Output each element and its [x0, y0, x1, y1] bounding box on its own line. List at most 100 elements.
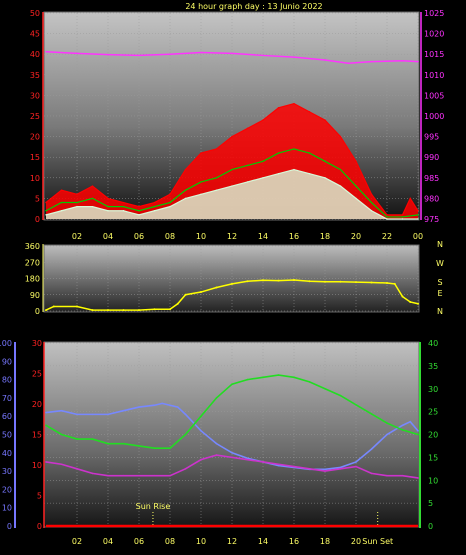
x-tick: 00 — [413, 232, 423, 241]
data-point-temperature — [76, 438, 78, 440]
y-left-tick: 35 — [30, 71, 40, 80]
x-tick: 16 — [289, 537, 299, 546]
data-point-avg-speed — [122, 205, 125, 208]
data-point-direction — [107, 309, 109, 312]
x-tick: 08 — [165, 232, 175, 241]
y-outer-tick: 10 — [2, 504, 12, 513]
data-point-humidity — [215, 442, 218, 445]
data-point-temperature — [200, 415, 202, 418]
data-point-pressure — [262, 54, 264, 57]
data-point-temperature — [386, 422, 388, 424]
data-point-gust — [91, 185, 94, 187]
data-point-direction — [409, 300, 412, 303]
data-point-humidity — [138, 406, 140, 408]
data-point-gust — [409, 197, 411, 200]
y-right-tick: 1020 — [424, 30, 444, 39]
y-inner-tick: 10 — [32, 461, 42, 470]
data-point-avg-speed — [262, 160, 264, 163]
y-right-tick: 980 — [424, 194, 439, 203]
y-outer-tick: 50 — [2, 431, 12, 440]
data-point-gust — [262, 119, 264, 121]
data-point-speed — [200, 193, 202, 195]
data-point-humidity — [386, 433, 388, 436]
data-point-temperature — [184, 433, 187, 436]
annotation-label: Sun Rise — [136, 502, 171, 511]
data-point-humidity — [409, 420, 412, 423]
x-tick: 08 — [165, 537, 175, 546]
data-point-speed — [246, 181, 249, 183]
data-point-dew-point — [60, 463, 63, 466]
data-point-speed — [184, 197, 187, 200]
y-outer-tick: 30 — [2, 467, 12, 476]
data-point-speed — [45, 214, 47, 216]
data-point-dew-point — [45, 461, 47, 463]
data-point-direction — [401, 295, 404, 298]
data-point-humidity — [246, 457, 249, 460]
chart-title: 24 hour graph day : 13 Junio 2022 — [185, 2, 322, 11]
data-point-humidity — [122, 409, 125, 412]
y-right-tick: 35 — [428, 362, 438, 371]
data-point-gust — [215, 148, 218, 150]
y-left-tick: 10 — [30, 174, 40, 183]
x-tick: 04 — [103, 232, 113, 241]
y-right-tick: 20 — [428, 431, 438, 440]
data-point-speed — [107, 210, 109, 212]
data-point-speed — [324, 177, 326, 179]
data-point-humidity — [277, 464, 280, 467]
data-point-humidity — [417, 430, 419, 432]
data-point-humidity — [176, 406, 179, 408]
wind-pressure-panel: 0510152025303540455097598098599099510001… — [30, 9, 445, 241]
data-point-direction — [386, 282, 388, 285]
data-point-direction — [176, 302, 179, 305]
data-point-avg-speed — [153, 205, 156, 208]
y-left-tick: 50 — [30, 9, 40, 18]
data-point-avg-speed — [386, 216, 388, 218]
data-point-gust — [293, 102, 295, 105]
compass-label: W — [436, 259, 444, 268]
y-left-tick: 30 — [30, 91, 40, 100]
data-point-direction — [417, 302, 419, 305]
data-point-gust — [417, 210, 419, 212]
data-point-avg-speed — [339, 168, 342, 171]
data-point-temperature — [293, 376, 295, 379]
data-point-pressure — [324, 59, 326, 61]
x-tick: 14 — [258, 232, 268, 241]
y-outer-tick: 0 — [7, 522, 12, 531]
y-tick: 0 — [35, 307, 40, 316]
data-point-dew-point — [386, 474, 388, 477]
data-point-avg-speed — [107, 205, 109, 208]
data-point-pressure — [231, 52, 233, 55]
temp-humidity-panel: 0 5 10 15 20 25 30 35 40 0 10 20 30 40 50 60 70 80 90 100 0 5… — [0, 339, 438, 546]
data-point-direction — [231, 282, 233, 285]
data-point-dew-point — [293, 465, 295, 468]
y-right-tick: 1000 — [424, 112, 444, 121]
data-point-temperature — [231, 383, 233, 385]
x-tick: 12 — [227, 537, 237, 546]
x-tick: 10 — [196, 537, 206, 546]
data-point-humidity — [91, 413, 94, 416]
x-tick: 16 — [289, 232, 299, 241]
data-point-gust — [122, 201, 125, 204]
y-right-tick: 25 — [428, 408, 438, 417]
data-point-direction — [45, 309, 47, 312]
data-point-gust — [370, 193, 373, 195]
data-point-dew-point — [324, 470, 326, 472]
compass-label: S — [437, 278, 442, 287]
data-point-dew-point — [277, 463, 280, 466]
data-point-temperature — [277, 374, 280, 376]
data-point-speed — [215, 189, 218, 191]
data-point-humidity — [401, 424, 404, 427]
data-point-temperature — [370, 413, 373, 415]
series-direction-line — [45, 279, 419, 311]
data-point-gust — [339, 135, 342, 138]
data-point-direction — [324, 280, 326, 283]
y-outer-tick: 80 — [2, 376, 12, 385]
y-outer-tick: 100 — [0, 339, 12, 348]
data-point-gust — [308, 111, 311, 113]
y-right-tick: 1010 — [424, 71, 444, 80]
data-point-dew-point — [417, 477, 419, 479]
data-point-dew-point — [246, 458, 249, 461]
data-point-temperature — [308, 381, 311, 383]
data-point-temperature — [324, 387, 326, 390]
